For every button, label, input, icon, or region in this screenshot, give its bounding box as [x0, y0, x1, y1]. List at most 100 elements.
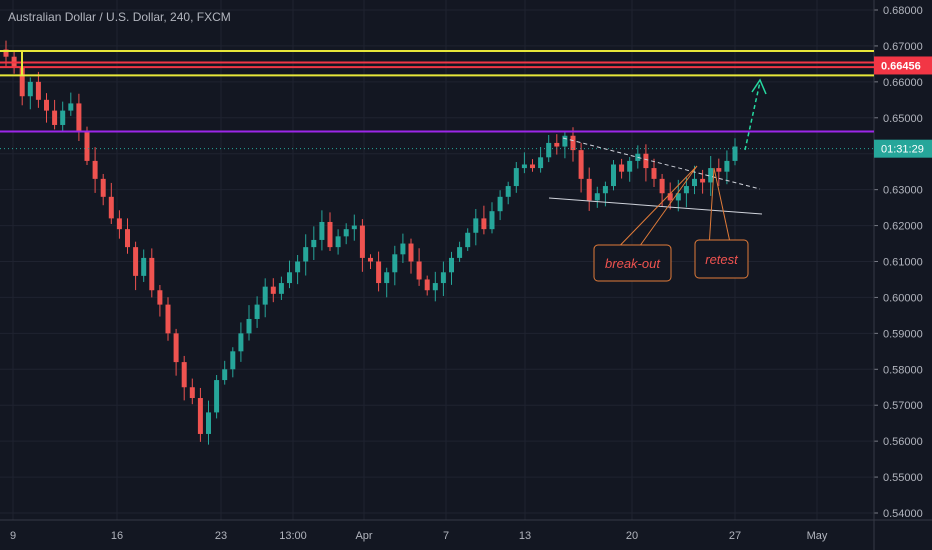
candle-body	[724, 160, 730, 172]
candle-body	[165, 304, 171, 334]
candle-body	[675, 193, 681, 201]
candle-body	[562, 135, 568, 147]
candle-body	[44, 99, 49, 111]
candle-body	[473, 218, 479, 233]
breakout-callout-text: break-out	[605, 256, 661, 271]
candle-body	[278, 283, 284, 294]
support-trendline	[548, 197, 763, 215]
y-tick-label: 0.60000	[883, 292, 923, 304]
candle-body	[440, 272, 446, 284]
candle-body	[376, 261, 382, 284]
candle-body	[732, 146, 738, 161]
candle-body	[343, 229, 349, 237]
y-tick-label: 0.67000	[883, 41, 923, 53]
candle-body	[578, 150, 584, 179]
y-tick-label: 0.57000	[883, 400, 923, 412]
candle-body	[683, 186, 689, 194]
candle-body	[254, 304, 260, 319]
candle-body	[3, 49, 9, 57]
candle-body	[716, 168, 722, 172]
candle-body	[157, 290, 163, 305]
candle-body	[311, 239, 317, 248]
y-tick-label: 0.61000	[883, 257, 923, 269]
candle-body	[570, 135, 576, 151]
candle-body	[465, 232, 471, 248]
candle-body	[206, 412, 211, 434]
projection-arrow-line	[744, 81, 761, 151]
candle-body	[602, 186, 608, 194]
candle-body	[392, 254, 398, 273]
x-tick-label: 27	[729, 530, 741, 542]
countdown-label-box	[874, 139, 932, 158]
y-tick-label: 0.54000	[883, 508, 923, 520]
x-tick-label: 13:00	[279, 530, 307, 542]
chart-title: Australian Dollar / U.S. Dollar, 240, FX…	[8, 10, 231, 24]
candle-body	[457, 247, 463, 258]
candle-body	[554, 142, 560, 147]
y-tick-label: 0.62000	[883, 221, 923, 233]
candle-body	[35, 81, 41, 100]
candle-body	[368, 257, 373, 262]
candle-body	[497, 196, 503, 212]
candle-body	[424, 279, 430, 291]
candle-body	[643, 153, 649, 169]
candle-body	[84, 132, 90, 161]
y-tick-label: 0.55000	[883, 472, 923, 484]
candle-body	[92, 160, 98, 179]
x-tick-label: 7	[443, 530, 449, 542]
candle-body	[505, 186, 511, 197]
candle-body	[513, 168, 519, 187]
x-tick-label: 13	[519, 530, 531, 542]
candle-body	[530, 164, 535, 169]
x-tick-label: 23	[215, 530, 227, 542]
candle-body	[222, 369, 228, 381]
candle-body	[189, 387, 195, 399]
candle-body	[449, 257, 454, 273]
candle-body	[270, 286, 276, 294]
candle-body	[230, 351, 236, 370]
candle-body	[594, 193, 600, 201]
candle-body	[295, 261, 301, 273]
candle-body	[149, 257, 155, 291]
x-tick-label: Apr	[355, 530, 372, 542]
candle-body	[108, 196, 114, 219]
y-tick-label: 0.65000	[883, 113, 923, 125]
candle-body	[700, 178, 706, 183]
candle-body	[359, 225, 365, 258]
candle-body	[262, 286, 268, 305]
candle-body	[546, 142, 552, 158]
candle-body	[52, 110, 58, 125]
price-label-text: 0.66456	[881, 60, 921, 72]
candle-body	[181, 362, 187, 388]
candle-body	[238, 333, 244, 352]
x-tick-label: 9	[10, 530, 16, 542]
candle-body	[538, 157, 544, 169]
candle-body	[659, 178, 665, 194]
candle-body	[214, 380, 220, 413]
y-tick-label: 0.59000	[883, 328, 923, 340]
retest-callout-text: retest	[705, 252, 739, 267]
candle-body	[246, 318, 252, 334]
y-tick-label: 0.68000	[883, 5, 923, 17]
candle-body	[481, 218, 487, 230]
candle-body	[651, 168, 657, 179]
candle-body	[125, 229, 130, 248]
countdown-label-text: 01:31:29	[881, 144, 924, 156]
candle-body	[19, 67, 25, 97]
x-tick-label: 20	[626, 530, 638, 542]
y-tick-label: 0.58000	[883, 364, 923, 376]
candle-body	[521, 164, 527, 169]
candle-body	[400, 243, 406, 255]
retest-callout-box	[694, 239, 749, 279]
candle-body	[432, 283, 438, 291]
candle-body	[586, 178, 592, 201]
descending-trendline	[562, 137, 761, 190]
candle-body	[327, 221, 333, 248]
candle-body	[335, 236, 341, 248]
candle-body	[489, 211, 495, 230]
x-tick-label: 16	[111, 530, 123, 542]
candle-body	[627, 160, 633, 172]
candle-body	[692, 178, 697, 187]
